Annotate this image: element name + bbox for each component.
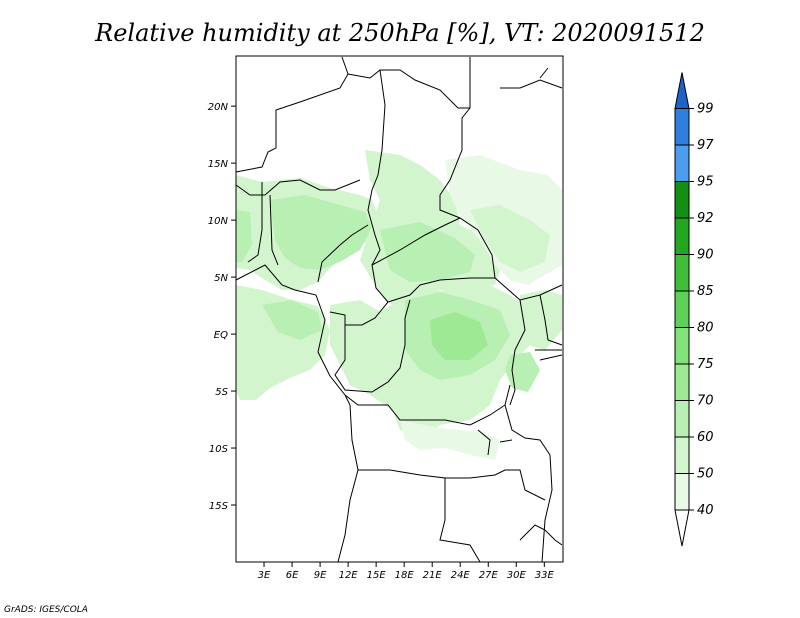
rh-region-sudan-east-core xyxy=(470,205,550,272)
chart-title: Relative humidity at 250hPa [%], VT: 202… xyxy=(94,19,705,47)
colorbar-label: 92 xyxy=(697,211,714,226)
lon-tick-label: 3E xyxy=(258,570,271,581)
colorbar-label: 80 xyxy=(697,321,714,336)
colorbar-label: 90 xyxy=(697,248,714,263)
lat-tick-label: 5S xyxy=(215,387,228,398)
lat-tick-label: EQ xyxy=(214,330,228,341)
lon-tick-label: 33E xyxy=(535,570,555,581)
colorbar-label: 70 xyxy=(697,394,714,409)
rh-region-central-west xyxy=(270,195,372,270)
colorbar-segment xyxy=(674,217,690,255)
lat-tick-label: 20N xyxy=(208,102,229,113)
lat-tick-label: 10N xyxy=(208,216,229,227)
colorbar-label: 99 xyxy=(697,102,714,117)
longitude-axis: 3E 6E 9E 12E 15E 18E 21E 24E 27E 30E 33E xyxy=(258,562,555,581)
lon-tick-label: 30E xyxy=(507,570,527,581)
colorbar-segment xyxy=(674,363,690,401)
colorbar-upper-arrow xyxy=(674,72,690,109)
colorbar-label: 40 xyxy=(697,503,714,518)
lon-tick-label: 21E xyxy=(423,570,443,581)
colorbar-segment xyxy=(674,181,690,219)
colorbar-lower-arrow xyxy=(674,509,690,547)
colorbar-segment xyxy=(674,254,690,292)
grads-credit: GrADS: IGES/COLA xyxy=(4,605,88,615)
latitude-axis: 20N 15N 10N 5N EQ 5S 10S 15S xyxy=(208,102,236,512)
rh-region-congo-inner xyxy=(430,312,488,360)
colorbar-segment xyxy=(674,327,690,365)
lat-tick-label: 10S xyxy=(209,444,229,455)
lon-tick-label: 18E xyxy=(395,570,415,581)
colorbar-segment xyxy=(674,290,690,328)
lon-tick-label: 27E xyxy=(479,570,499,581)
colorbar-label: 75 xyxy=(697,357,714,372)
colorbar-segment xyxy=(674,473,690,511)
lat-tick-label: 15N xyxy=(208,159,229,170)
colorbar-label: 97 xyxy=(697,138,714,153)
humidity-shading xyxy=(236,150,562,460)
rh-region-car xyxy=(380,222,475,282)
colorbar-segment xyxy=(674,436,690,474)
rh-region-gabon xyxy=(262,300,322,340)
colorbar-label: 50 xyxy=(697,467,714,482)
rh-region-great-lakes xyxy=(518,290,562,350)
map-frame xyxy=(235,55,564,563)
map-panel: 20N 15N 10N 5N EQ 5S 10S 15S 3E 6E 9E 12E 15E 18E 21E… xyxy=(208,55,564,581)
lon-tick-label: 6E xyxy=(286,570,299,581)
rh-region-guinea-coast xyxy=(236,210,252,262)
colorbar-label: 85 xyxy=(697,284,714,299)
colorbar-segment xyxy=(674,144,690,182)
colorbar-segment xyxy=(674,108,690,146)
lon-tick-label: 12E xyxy=(339,570,359,581)
colorbar-label: 95 xyxy=(697,175,714,190)
colorbar: 40 50 60 70 75 80 85 90 92 95 97 99 xyxy=(674,72,714,547)
lon-tick-label: 24E xyxy=(451,570,471,581)
lon-tick-label: 9E xyxy=(314,570,327,581)
colorbar-segment xyxy=(674,400,690,438)
lat-tick-label: 15S xyxy=(209,501,229,512)
lat-tick-label: 5N xyxy=(214,273,228,284)
colorbar-label: 60 xyxy=(697,430,714,445)
lon-tick-label: 15E xyxy=(367,570,387,581)
rh-region-south-drc xyxy=(400,420,500,460)
